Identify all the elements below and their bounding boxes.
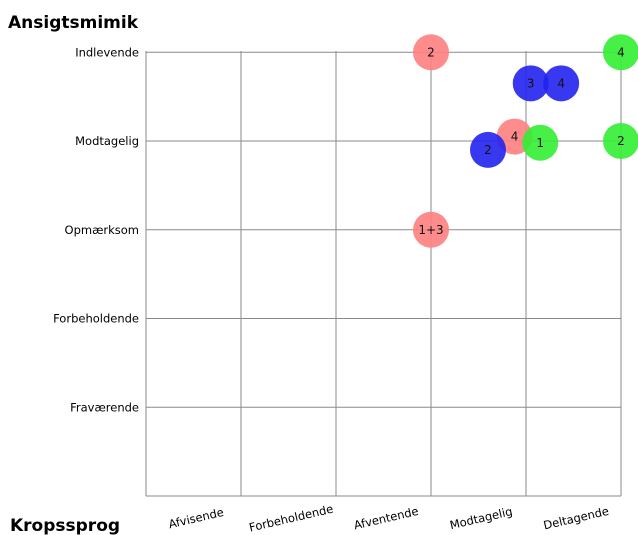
bubble-marker <box>512 65 549 102</box>
bubble-marker <box>470 131 506 168</box>
x-tick-label: Forbeholdende <box>248 502 335 535</box>
x-tick-label: Modtagelig <box>448 504 513 532</box>
x-axis-title: Kropssprog <box>10 516 120 535</box>
axes <box>145 51 621 497</box>
y-tick-labels: Fraværende Forbeholdende Opmærksom Modtagel… <box>53 45 139 414</box>
grid-lines <box>146 51 622 496</box>
y-tick-label: Forbeholdende <box>53 312 139 326</box>
bubble-label: 2 <box>484 143 492 157</box>
data-points: 2 4 1+3 3 4 2 4 1 2 <box>413 34 638 248</box>
bubble-label: 3 <box>527 76 535 90</box>
data-point: 4 <box>543 65 580 102</box>
bubble-label: 1 <box>536 136 544 150</box>
data-point: 1 <box>522 124 559 161</box>
data-point: 2 <box>413 34 449 71</box>
y-axis-title: Ansigtsmimik <box>8 13 139 33</box>
bubble-label: 2 <box>427 45 435 59</box>
y-tick-label: Fraværende <box>70 400 139 414</box>
x-tick-label: Afventende <box>352 504 419 532</box>
x-tick-labels: Afvisende Forbeholdende Afventende Modtagel… <box>167 502 610 535</box>
bubble-marker <box>413 211 449 248</box>
data-point: 3 <box>512 65 549 102</box>
data-point: 1+3 <box>413 211 449 248</box>
bubble-marker <box>522 124 559 161</box>
bubble-label: 1+3 <box>418 223 443 237</box>
x-tick-label: Deltagende <box>542 504 610 533</box>
y-tick-label: Indlevende <box>75 45 139 59</box>
bubble-marker <box>413 34 449 71</box>
bubble-label: 4 <box>617 45 625 59</box>
y-tick-label: Modtagelig <box>75 134 139 148</box>
bubble-marker <box>603 34 638 71</box>
data-point: 2 <box>603 123 638 159</box>
x-tick-label: Afvisende <box>167 505 225 531</box>
bubble-marker <box>603 123 638 159</box>
bubble-marker <box>543 65 580 102</box>
data-point: 4 <box>603 34 638 71</box>
y-tick-label: Opmærksom <box>65 223 139 237</box>
data-point: 2 <box>470 131 506 168</box>
bubble-label: 4 <box>557 76 565 90</box>
bubble-label: 2 <box>617 134 625 148</box>
bubble-label: 4 <box>511 130 519 144</box>
